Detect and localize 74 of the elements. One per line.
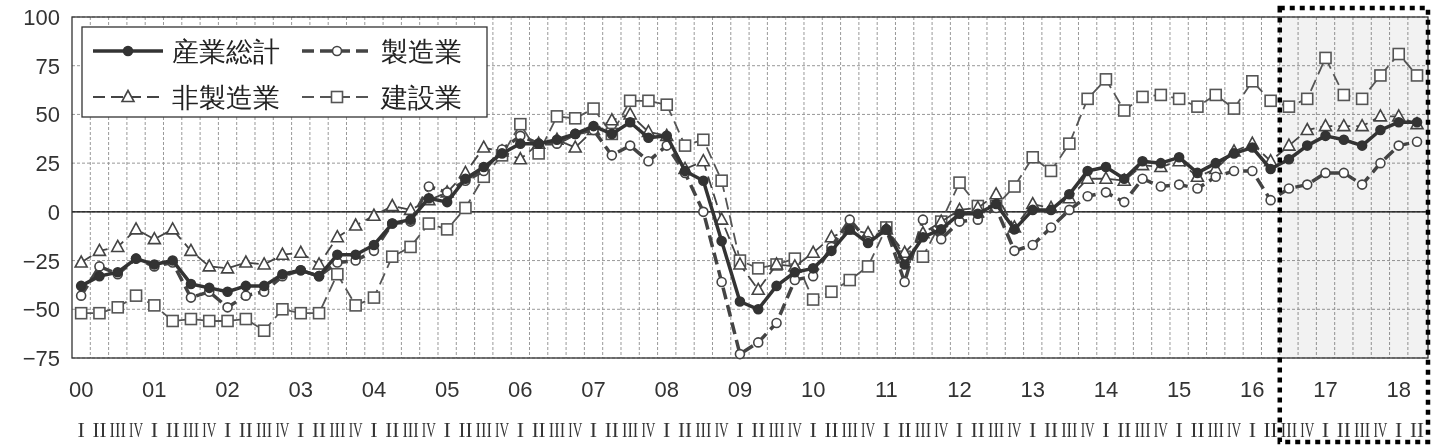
y-tick-label: 75 <box>35 53 60 79</box>
text: I <box>77 417 85 442</box>
text: I <box>223 417 232 442</box>
y-tick-label: 50 <box>35 102 60 128</box>
text: I <box>150 417 159 442</box>
text: I <box>1029 417 1037 442</box>
text: II <box>897 417 913 442</box>
text: II <box>1117 417 1132 442</box>
y-tick-label: −50 <box>22 297 60 323</box>
x-tick-label: 02 <box>215 377 240 402</box>
x-tick-label: 07 <box>581 377 606 402</box>
text: I <box>1248 417 1256 442</box>
legend-label: 建設業 <box>380 83 462 113</box>
text: I <box>1175 417 1183 442</box>
y-tick-label: 100 <box>23 5 60 30</box>
x-tick-label: 05 <box>434 377 460 402</box>
legend-label: 非製造業 <box>172 83 280 113</box>
text: II <box>312 417 327 442</box>
text: II <box>385 417 400 442</box>
text: II <box>458 417 474 442</box>
x-tick-label: 12 <box>947 377 972 402</box>
x-tick-label: 08 <box>654 377 679 402</box>
x-tick-label: 04 <box>361 377 387 402</box>
x-tick-label: 18 <box>1386 377 1411 402</box>
text: II <box>1044 417 1059 442</box>
text: I <box>736 417 744 442</box>
text: II <box>1410 417 1425 442</box>
text: IV <box>1007 417 1031 442</box>
text: II <box>604 417 620 442</box>
text: II <box>1263 417 1279 442</box>
text: I <box>1102 417 1110 442</box>
text: I <box>1395 417 1403 442</box>
text: II <box>92 417 108 442</box>
x-tick-label: 11 <box>874 377 898 402</box>
text: II <box>824 417 840 442</box>
text: I <box>809 417 817 442</box>
text: II <box>970 417 986 442</box>
text: I <box>882 417 890 442</box>
x-tick-label: 10 <box>800 377 826 402</box>
y-tick-label: 25 <box>35 151 60 177</box>
text: II <box>678 417 693 442</box>
x-tick-label: 13 <box>1020 377 1045 402</box>
text: IV <box>641 417 665 442</box>
x-tick-label: 15 <box>1166 377 1192 402</box>
y-tick-label: −25 <box>22 248 60 274</box>
y-tick-label: −75 <box>22 346 60 371</box>
x-tick-label: 09 <box>727 377 753 402</box>
text: IV <box>202 417 226 442</box>
text: II <box>165 417 181 442</box>
legend-label: 産業総計 <box>172 37 280 67</box>
x-tick-label: 16 <box>1240 377 1265 402</box>
text: I <box>663 417 671 442</box>
text: I <box>1321 417 1330 442</box>
text: IV <box>275 417 299 442</box>
text: II <box>531 417 547 442</box>
x-tick-label: 03 <box>288 377 313 402</box>
text: I <box>955 417 964 442</box>
text: IV <box>1373 417 1397 442</box>
text: II <box>1336 417 1352 442</box>
x-tick-label: 00 <box>68 377 94 402</box>
x-tick-label: 17 <box>1313 377 1338 402</box>
x-tick-label: 14 <box>1093 377 1119 402</box>
x-tick-label: 06 <box>508 377 533 402</box>
text: I <box>589 417 598 442</box>
x-tick-label: 01 <box>142 377 167 402</box>
text: I <box>516 417 524 442</box>
text: II <box>751 417 766 442</box>
text: II <box>238 417 254 442</box>
text: I <box>370 417 378 442</box>
y-tick-label: 0 <box>47 199 60 225</box>
legend-label: 製造業 <box>381 37 462 67</box>
text: I <box>443 417 451 442</box>
text: II <box>1190 417 1206 442</box>
text: I <box>297 417 305 442</box>
